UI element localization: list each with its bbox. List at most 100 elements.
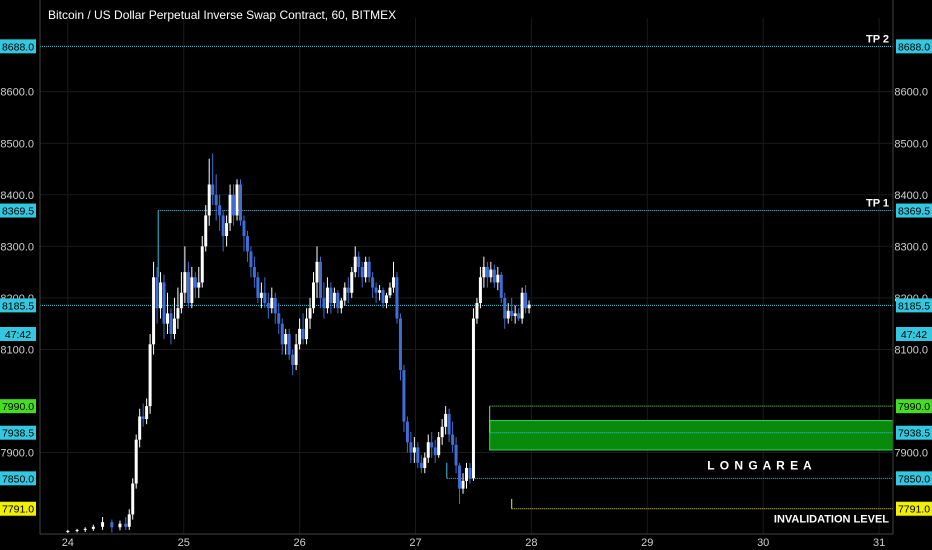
candle-body [499, 274, 503, 298]
x-tick-label: 29 [641, 537, 653, 549]
candle-body [287, 333, 291, 355]
x-tick-label: 27 [409, 537, 421, 549]
annotation-label: INVALIDATION LEVEL [774, 514, 889, 526]
price-badge-left [0, 203, 36, 218]
candle-body [155, 277, 159, 309]
candle-body [318, 261, 322, 298]
candle-body [266, 303, 270, 309]
candle-body [176, 308, 180, 319]
candle-body [374, 287, 378, 293]
candle-body [440, 426, 444, 438]
candle-body [416, 447, 420, 463]
candle-body [131, 483, 135, 515]
candle-body [437, 437, 441, 456]
candle-body [183, 272, 187, 293]
candle-body [110, 522, 114, 528]
price-labels: 8688.0 8688.0 8369.5 8369.5 8185.5 8185.5 47:4… [0, 39, 932, 516]
price-badge-text-left: 7791.0 [2, 504, 34, 516]
candle-body [506, 310, 510, 319]
price-badge-text-left: 8369.5 [2, 206, 34, 218]
price-badge-text-right: 7938.5 [898, 428, 930, 440]
candle-body [471, 318, 475, 479]
candle-body [312, 282, 316, 309]
price-badge-left [0, 298, 36, 313]
y-tick-label-right: 8300.0 [894, 241, 928, 253]
price-badge-left [0, 39, 36, 54]
price-badge-text-right: 8688.0 [898, 41, 930, 53]
price-levels [40, 45, 893, 510]
price-badge-text-left: 47:42 [5, 329, 31, 341]
price-badge-right [896, 471, 932, 486]
price-badge-text-right: 7850.0 [898, 473, 930, 485]
candle-body [385, 295, 389, 304]
candle-body [478, 277, 482, 304]
candle-body [204, 215, 208, 247]
candle-body [277, 313, 281, 324]
price-badge-text-left: 7938.5 [2, 428, 34, 440]
candle-body [225, 223, 229, 237]
y-tick-label-right: 8600.0 [894, 87, 928, 99]
candle-body [148, 344, 152, 407]
annotations: TP 2 TP 1 L O N G A R E A INVALIDATION LEVE… [707, 33, 889, 525]
candle-body [75, 529, 79, 531]
candle-body [475, 303, 479, 319]
candle-body [159, 282, 163, 309]
candle-body [308, 308, 312, 319]
candle-body [325, 287, 329, 309]
candle-body [214, 194, 218, 206]
candle-body [207, 184, 211, 216]
candle-body [127, 514, 131, 527]
y-tick-label-right: 7900.0 [894, 448, 928, 460]
candle-body [447, 413, 451, 435]
candles [66, 153, 531, 533]
x-tick-label: 26 [293, 537, 305, 549]
candle-body [134, 439, 138, 484]
candle-body [426, 442, 430, 458]
price-badge-right [896, 425, 932, 440]
price-badge-right [896, 298, 932, 313]
candle-body [527, 304, 531, 309]
candle-body [419, 462, 423, 469]
candle-body [235, 184, 239, 216]
price-badge-text-left: 8185.5 [2, 300, 34, 312]
candle-body [322, 297, 326, 309]
long-area-zone [489, 420, 894, 451]
candle-body [141, 416, 145, 420]
price-badge-left [0, 399, 36, 414]
annotation-label: L O N G A R E A [707, 458, 812, 472]
candle-body [172, 318, 176, 334]
candle-body [378, 290, 382, 293]
candle-body [273, 297, 277, 314]
candle-body [395, 277, 399, 319]
candle-body [423, 457, 427, 469]
candle-body [510, 310, 514, 316]
price-badge-right [896, 203, 932, 218]
candle-body [496, 274, 500, 283]
candle-body [489, 269, 493, 278]
candle-body [91, 526, 95, 529]
candle-body [412, 447, 416, 453]
candle-body [315, 261, 319, 283]
candle-body [388, 287, 392, 296]
x-tick-label: 31 [873, 537, 885, 549]
candle-body [193, 277, 197, 288]
candle-body [402, 370, 406, 422]
price-badge-left [0, 471, 36, 486]
candle-body [364, 261, 368, 278]
candle-body [101, 522, 105, 527]
candle-body [197, 282, 201, 288]
candle-body [245, 236, 249, 252]
candle-body [513, 313, 517, 316]
candle-body [294, 344, 298, 365]
candle-body [124, 523, 128, 527]
price-badge-right [896, 326, 932, 341]
candle-body [381, 290, 385, 304]
candle-body [291, 354, 295, 365]
y-tick-label-right: 8500.0 [894, 138, 928, 150]
candle-body [162, 282, 166, 324]
candle-body [145, 406, 149, 420]
candle-body [492, 269, 496, 283]
candle-body [339, 300, 343, 309]
candle-body [405, 421, 409, 443]
